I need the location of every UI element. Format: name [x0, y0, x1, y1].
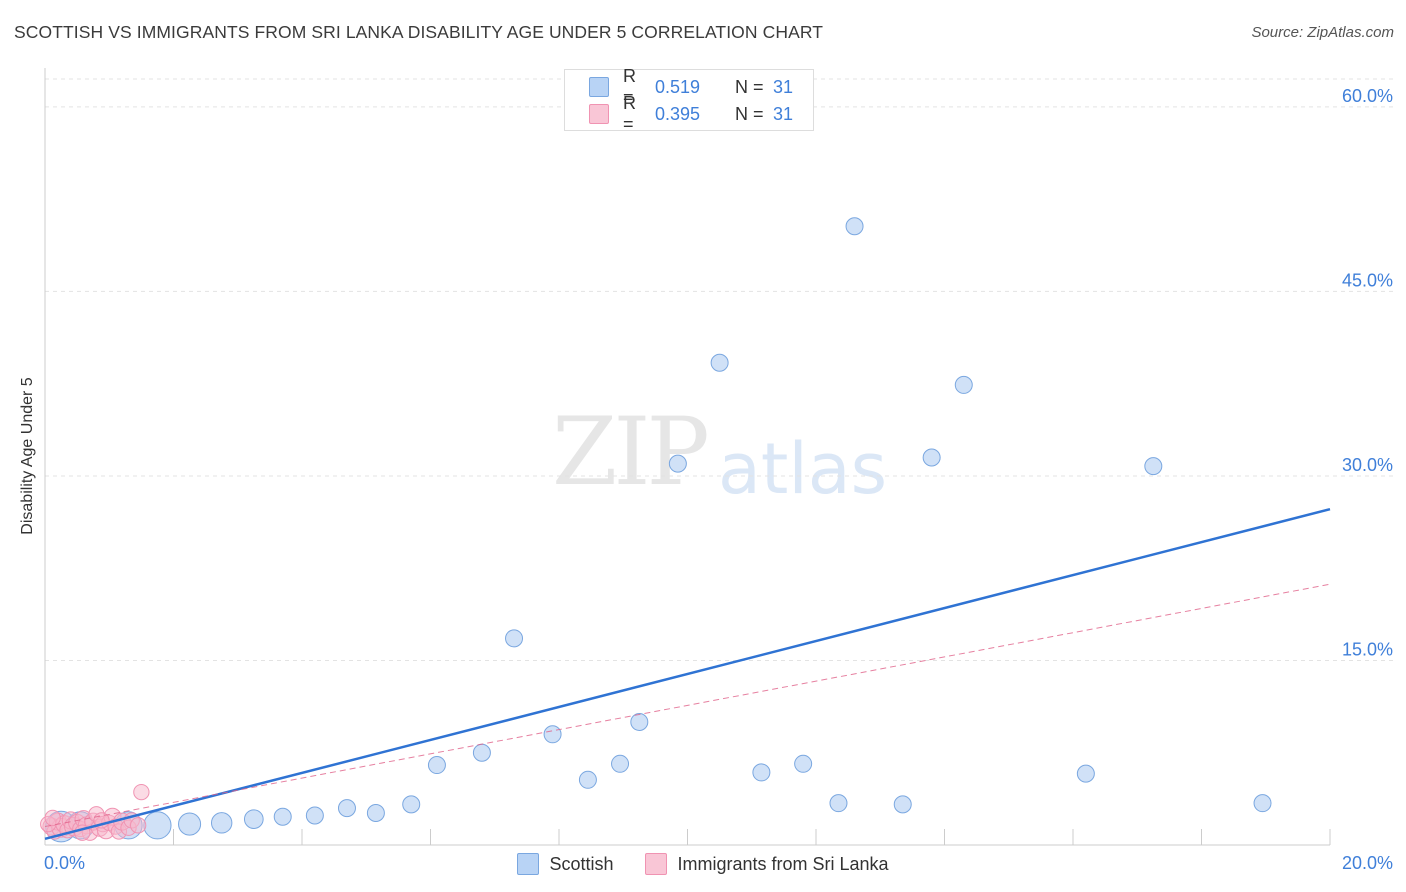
- scottish-point: [210, 812, 233, 834]
- sri-lanka-point: [44, 809, 61, 827]
- scottish-point: [668, 454, 687, 473]
- scottish-point: [893, 795, 912, 814]
- scottish-point: [630, 712, 649, 731]
- x-tick-label: 20.0%: [1342, 853, 1393, 873]
- n-value: 31: [773, 103, 794, 124]
- watermark-zip: ZIP: [552, 398, 710, 507]
- scottish-point: [505, 629, 524, 648]
- y-tick-label: 45.0%: [1342, 270, 1393, 290]
- scottish-point: [337, 799, 356, 818]
- legend-label-scottish: Scottish: [549, 853, 614, 874]
- scottish-point: [178, 812, 202, 836]
- scottish-legend-swatch: [517, 853, 540, 875]
- scottish-point: [305, 806, 324, 825]
- scottish-trendline: [44, 507, 1331, 841]
- stats-legend: R = 0.519 N = 31 R = 0.395 N = 31: [564, 66, 814, 134]
- scottish-point: [922, 448, 941, 467]
- n-label: N =: [735, 76, 764, 97]
- source-label: Source: ZipAtlas.com: [1251, 24, 1394, 41]
- r-value: 0.395: [655, 103, 701, 124]
- scottish-swatch: [589, 77, 609, 97]
- scottish-point: [402, 795, 421, 814]
- scottish-point: [611, 754, 630, 773]
- scottish-point: [752, 763, 771, 782]
- sri-lanka-legend-swatch: [645, 853, 668, 875]
- scottish-point: [1076, 764, 1095, 783]
- r-value: 0.519: [655, 76, 701, 97]
- r-label: R =: [623, 66, 636, 107]
- scottish-point: [243, 809, 264, 830]
- y-tick-label: 15.0%: [1342, 639, 1393, 659]
- scottish-point: [829, 794, 848, 813]
- watermark-atlas: atlas: [718, 428, 888, 510]
- scottish-point: [954, 375, 973, 394]
- scottish-point: [366, 804, 385, 823]
- stats-legend-row-sri-lanka: R = 0.395 N = 31: [589, 93, 794, 134]
- chart-title: SCOTTISH VS IMMIGRANTS FROM SRI LANKA DI…: [14, 22, 824, 42]
- stats-legend-row-scottish: R = 0.519 N = 31: [589, 66, 794, 107]
- sri-lanka-point: [133, 783, 150, 801]
- scottish-point: [143, 811, 172, 840]
- sri-lanka-swatch: [589, 104, 609, 124]
- legend-item-scottish[interactable]: Scottish: [517, 853, 613, 875]
- n-label: N =: [735, 103, 764, 124]
- scottish-point: [543, 725, 562, 744]
- scottish-point: [273, 807, 292, 826]
- legend-label-sri-lanka: Immigrants from Sri Lanka: [677, 853, 889, 874]
- series-legend: Scottish Immigrants from Sri Lanka: [0, 852, 1406, 876]
- scottish-point: [1144, 457, 1163, 476]
- scottish-point: [710, 353, 729, 372]
- scottish-point: [845, 217, 864, 236]
- r-label: R =: [623, 93, 636, 134]
- x-tick-label: 0.0%: [44, 853, 85, 873]
- sri-lanka-trendline: [44, 583, 1331, 828]
- scottish-point: [794, 754, 813, 773]
- legend-item-sri-lanka[interactable]: Immigrants from Sri Lanka: [645, 853, 889, 875]
- y-tick-label: 60.0%: [1342, 86, 1393, 106]
- n-value: 31: [773, 76, 794, 97]
- y-tick-label: 30.0%: [1342, 455, 1393, 475]
- scottish-point: [1253, 794, 1272, 813]
- scottish-point: [427, 756, 446, 775]
- scottish-point: [472, 743, 491, 762]
- sri-lanka-point: [130, 817, 147, 834]
- scottish-point: [578, 770, 597, 789]
